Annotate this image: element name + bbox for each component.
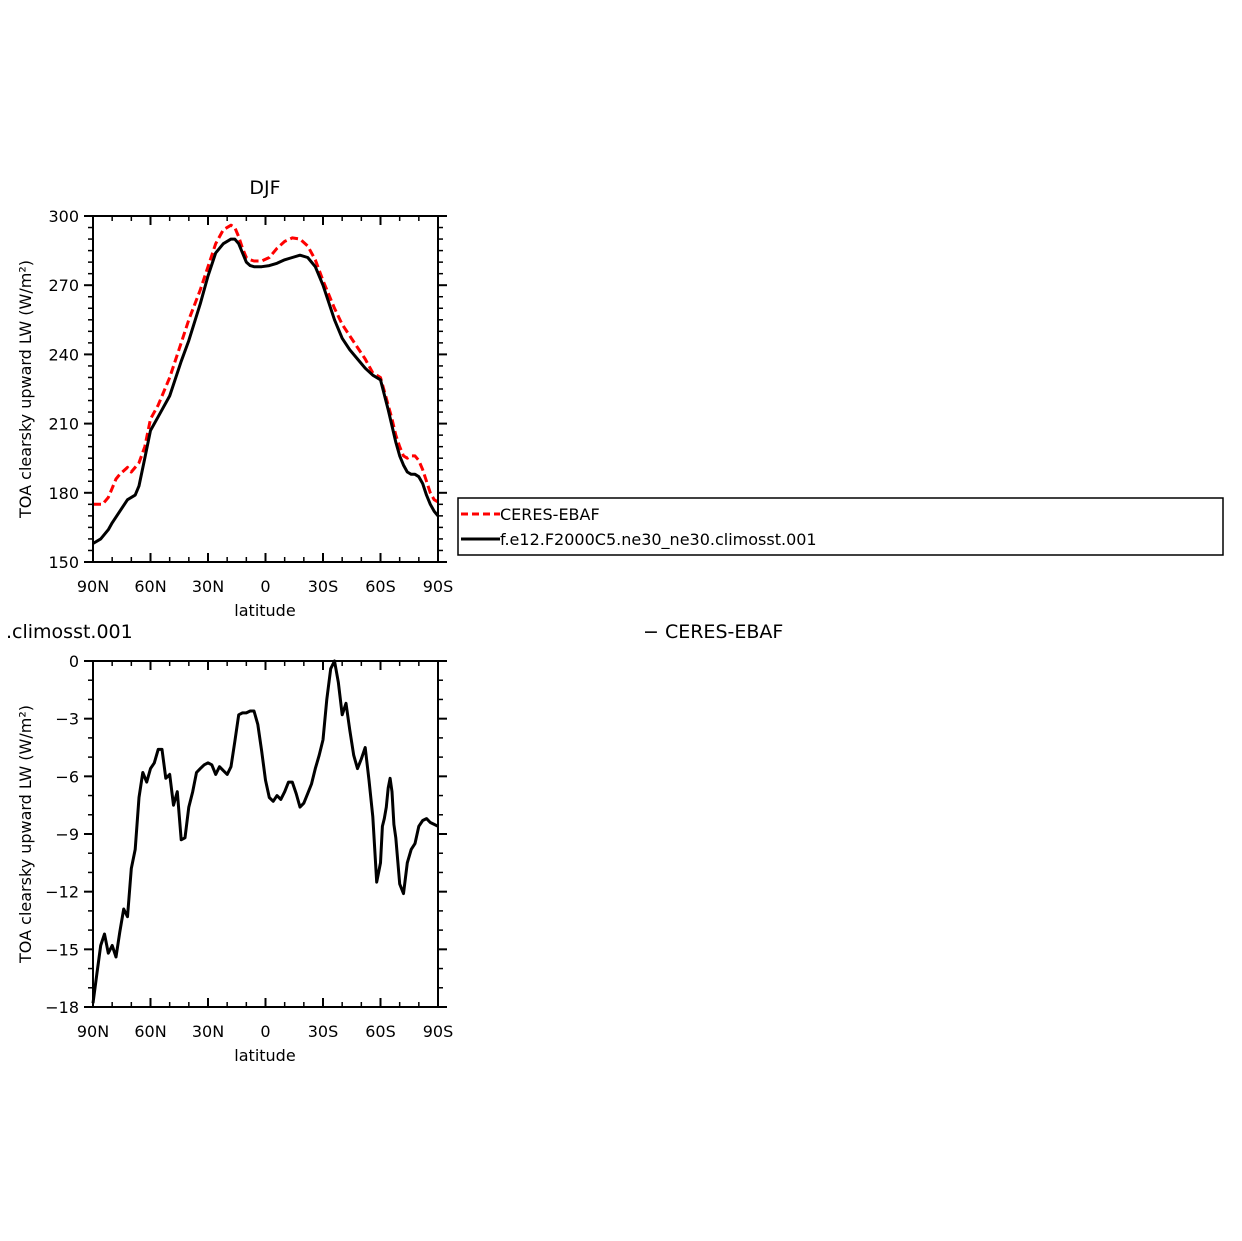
x-tick-label: 0: [260, 577, 270, 596]
y-tick-label: 150: [48, 553, 79, 572]
y-tick-label: 210: [48, 415, 79, 434]
x-tick-label: 30S: [308, 577, 339, 596]
x-tick-label: 60S: [365, 577, 396, 596]
legend: CERES-EBAF f.e12.F2000C5.ne30_ne30.climo…: [457, 497, 1224, 556]
bottom-x-axis-label: latitude: [234, 1046, 295, 1065]
legend-box: [457, 497, 1224, 556]
top-x-axis-label: latitude: [234, 601, 295, 620]
y-tick-label: 0: [69, 652, 79, 671]
x-tick-label: 90N: [77, 1022, 109, 1041]
top-y-axis-label: TOA clearsky upward LW (W/m²): [16, 260, 35, 519]
legend-entry-ceres: CERES-EBAF: [500, 505, 600, 524]
x-tick-label: 90S: [423, 1022, 454, 1041]
x-tick-label: 60S: [365, 1022, 396, 1041]
y-tick-label: −9: [55, 825, 79, 844]
x-tick-label: 60N: [134, 1022, 166, 1041]
x-tick-label: 90N: [77, 577, 109, 596]
series-line-1-0: [91, 659, 439, 1004]
top-title: DJF: [249, 177, 280, 199]
legend-entry-model: f.e12.F2000C5.ne30_ne30.climosst.001: [500, 530, 817, 550]
x-tick-label: 60N: [134, 577, 166, 596]
x-tick-label: 30N: [192, 577, 224, 596]
bottom-subtitle: − CERES-EBAF: [643, 621, 783, 643]
y-tick-label: −15: [45, 940, 79, 959]
y-tick-label: −18: [45, 998, 79, 1017]
top-series-layer: [92, 223, 440, 545]
bottom-series-layer: [91, 659, 439, 1004]
y-tick-label: −3: [55, 710, 79, 729]
y-tick-label: 180: [48, 484, 79, 503]
x-tick-label: 0: [260, 1022, 270, 1041]
x-tick-label: 30S: [308, 1022, 339, 1041]
y-tick-label: 270: [48, 276, 79, 295]
y-tick-label: 300: [48, 207, 79, 226]
series-line-0-1: [92, 237, 440, 545]
top-ticks: 90N 60N 30N 0 30S 60S 90S 150 180 210 240 270 300: [48, 207, 453, 596]
bottom-title: .climosst.001: [6, 621, 133, 643]
series-line-0-0: [93, 223, 439, 506]
y-tick-label: −6: [55, 767, 79, 786]
x-tick-label: 30N: [192, 1022, 224, 1041]
bottom-ticks: 90N 60N 30N 0 30S 60S 90S −18 −15 −12 −9 −6 −3 0: [45, 652, 453, 1041]
top-plot-frame: [92, 215, 439, 563]
bottom-plot-frame: [92, 660, 439, 1008]
bottom-panel: .climosst.001 − CERES-EBAF 90N 60N 30N 0 30S…: [6, 621, 783, 1065]
y-tick-label: −12: [45, 883, 79, 902]
y-tick-label: 240: [48, 345, 79, 364]
bottom-y-axis-label: TOA clearsky upward LW (W/m²): [16, 705, 35, 964]
x-tick-label: 90S: [423, 577, 454, 596]
top-panel: DJF 90N 60N 30N 0 30S 60S 90S 150 180 210 240 270 30…: [16, 177, 453, 620]
